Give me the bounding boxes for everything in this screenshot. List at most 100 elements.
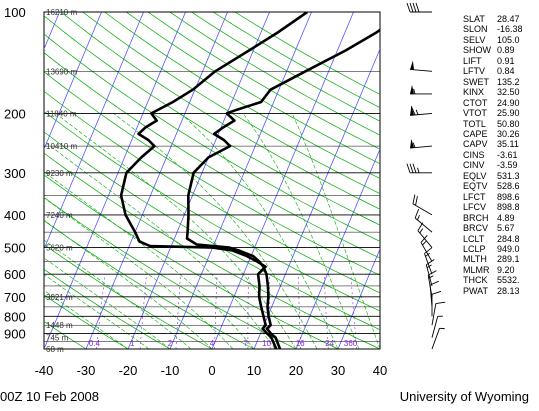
stat-row: THCK 5532.	[463, 275, 539, 285]
stat-row: LIFT 0.91	[463, 56, 539, 66]
sounding-time: 00Z 10 Feb 2008	[0, 389, 100, 404]
wind-barb-staff	[431, 303, 437, 326]
stat-value: -16.38	[497, 24, 523, 35]
wind-barb-half	[419, 228, 424, 234]
isotherm-line	[127, 12, 270, 349]
stat-row: SWET 135.2	[463, 77, 539, 87]
pressure-tick-label: 500	[4, 241, 26, 256]
stat-name: SLAT	[463, 14, 485, 24]
height-label: 10410 m	[46, 142, 77, 151]
stat-name: SHOW	[463, 45, 491, 56]
wind-barb-full	[427, 270, 437, 276]
height-label: 1448 m	[46, 321, 73, 330]
stat-row: LFTV 0.84	[463, 66, 539, 76]
mixing-ratio-label: 4	[210, 339, 215, 348]
wind-barb-full	[412, 194, 416, 204]
wind-barb	[406, 163, 432, 174]
stat-row: CINV -3.59	[463, 160, 539, 170]
stat-name: PWAT	[463, 285, 488, 296]
moist-adiabat-line	[44, 239, 192, 349]
pressure-tick-label: 700	[4, 290, 26, 305]
height-label: 16210 m	[46, 8, 77, 17]
mixing-ratio-label: 16	[296, 339, 305, 348]
mixing-ratio-line	[139, 274, 147, 349]
stat-row: EQTV 528.6	[463, 181, 539, 191]
stat-value: 50.80	[497, 118, 520, 129]
stat-row: MLTH 289.1	[463, 254, 539, 264]
stat-name: CAPV	[463, 139, 488, 150]
stat-value: 9.20	[497, 264, 515, 275]
stat-name: LFCV	[463, 202, 487, 213]
stat-value: 5.67	[497, 223, 515, 234]
stat-value: 30.26	[497, 128, 520, 139]
stat-value: -3.59	[497, 160, 518, 171]
wind-barb-staff	[414, 217, 433, 233]
stat-value: 32.50	[497, 87, 520, 98]
wind-barb-full	[420, 235, 428, 243]
height-label: 13690 m	[46, 67, 77, 76]
stat-value: 0.84	[497, 66, 515, 77]
isotherm-line	[253, 47, 380, 349]
wind-barb	[431, 315, 443, 338]
height-label: 9230 m	[46, 169, 73, 178]
temperature-tick-labels: -40 -30 -20 -10 0 10 20 30 40	[35, 363, 388, 378]
moist-adiabat-line	[44, 289, 129, 349]
wind-barb	[431, 301, 446, 326]
stat-name: LCLT	[463, 233, 485, 244]
height-label: 3021 m	[46, 293, 73, 302]
wind-barb-full	[414, 209, 420, 219]
wind-barb-full	[406, 163, 411, 173]
stat-row: LCLT 284.8	[463, 234, 539, 244]
stat-name: SLON	[463, 24, 488, 35]
isotherm-line	[169, 12, 312, 349]
wind-barb-full	[409, 163, 414, 173]
stat-row: KINX 32.50	[463, 87, 539, 97]
mixing-ratio-labels: 0.4 1 2 4 7 10 16 24 360	[89, 339, 358, 348]
pressure-tick-label: 800	[4, 309, 26, 324]
mixing-ratio-line	[350, 274, 358, 349]
stat-name: VTOT	[463, 108, 487, 119]
stat-value: 949.0	[497, 243, 520, 254]
wind-barb-full	[429, 280, 439, 286]
wind-barb-staff	[425, 264, 433, 287]
wind-barb-full	[431, 290, 442, 295]
moist-adiabat-line	[291, 113, 380, 349]
stat-row: SLON -16.38	[463, 24, 539, 34]
mixing-ratio-label: 2	[168, 339, 173, 348]
stat-row: CAPV 35.11	[463, 139, 539, 149]
stat-row: MLMR 9.20	[463, 265, 539, 275]
wind-barb-staff	[417, 230, 433, 248]
pressure-tick-label: 100	[4, 5, 26, 20]
stat-row: CINS -3.61	[463, 150, 539, 160]
stat-row: BRCH 4.89	[463, 213, 539, 223]
mixing-ratio-label: 7	[243, 339, 248, 348]
stat-value: 28.13	[497, 285, 520, 296]
wind-barb	[417, 222, 433, 248]
wind-barb-half	[422, 240, 427, 246]
pressure-tick-labels: 100 200 300 400 500 600 700 800 900	[4, 5, 26, 342]
stat-value: 135.2	[497, 76, 520, 87]
wind-barb-half	[437, 315, 443, 317]
wind-barb	[420, 235, 433, 262]
wind-barb-flag	[410, 84, 414, 94]
stat-name: CTOT	[463, 97, 488, 108]
stat-name: THCK	[463, 275, 488, 286]
wind-barb	[431, 290, 442, 317]
sounding-indices: SLAT 28.47 SLON -16.38 SELV 105.0 SHOW 0.89 LIFT…	[463, 14, 539, 296]
moist-adiabat-line	[242, 113, 360, 349]
stat-name: SWET	[463, 76, 489, 87]
isotherm-line	[44, 12, 102, 151]
stat-value: 284.8	[497, 233, 520, 244]
wind-barb-full	[415, 2, 420, 13]
stat-row: CAPE 30.26	[463, 129, 539, 139]
stat-value: 35.11	[497, 139, 519, 150]
pressure-tick-label: 900	[4, 327, 26, 342]
wind-barb-half	[415, 109, 419, 115]
stat-row: SELV 105.0	[463, 35, 539, 45]
mixing-ratio-label: 24	[325, 339, 334, 348]
stat-value: -3.61	[497, 149, 518, 160]
temperature-tick-label: -10	[161, 363, 180, 378]
pressure-tick-label: 400	[4, 208, 26, 223]
isotherm-line	[44, 12, 144, 251]
stat-name: SELV	[463, 34, 486, 45]
